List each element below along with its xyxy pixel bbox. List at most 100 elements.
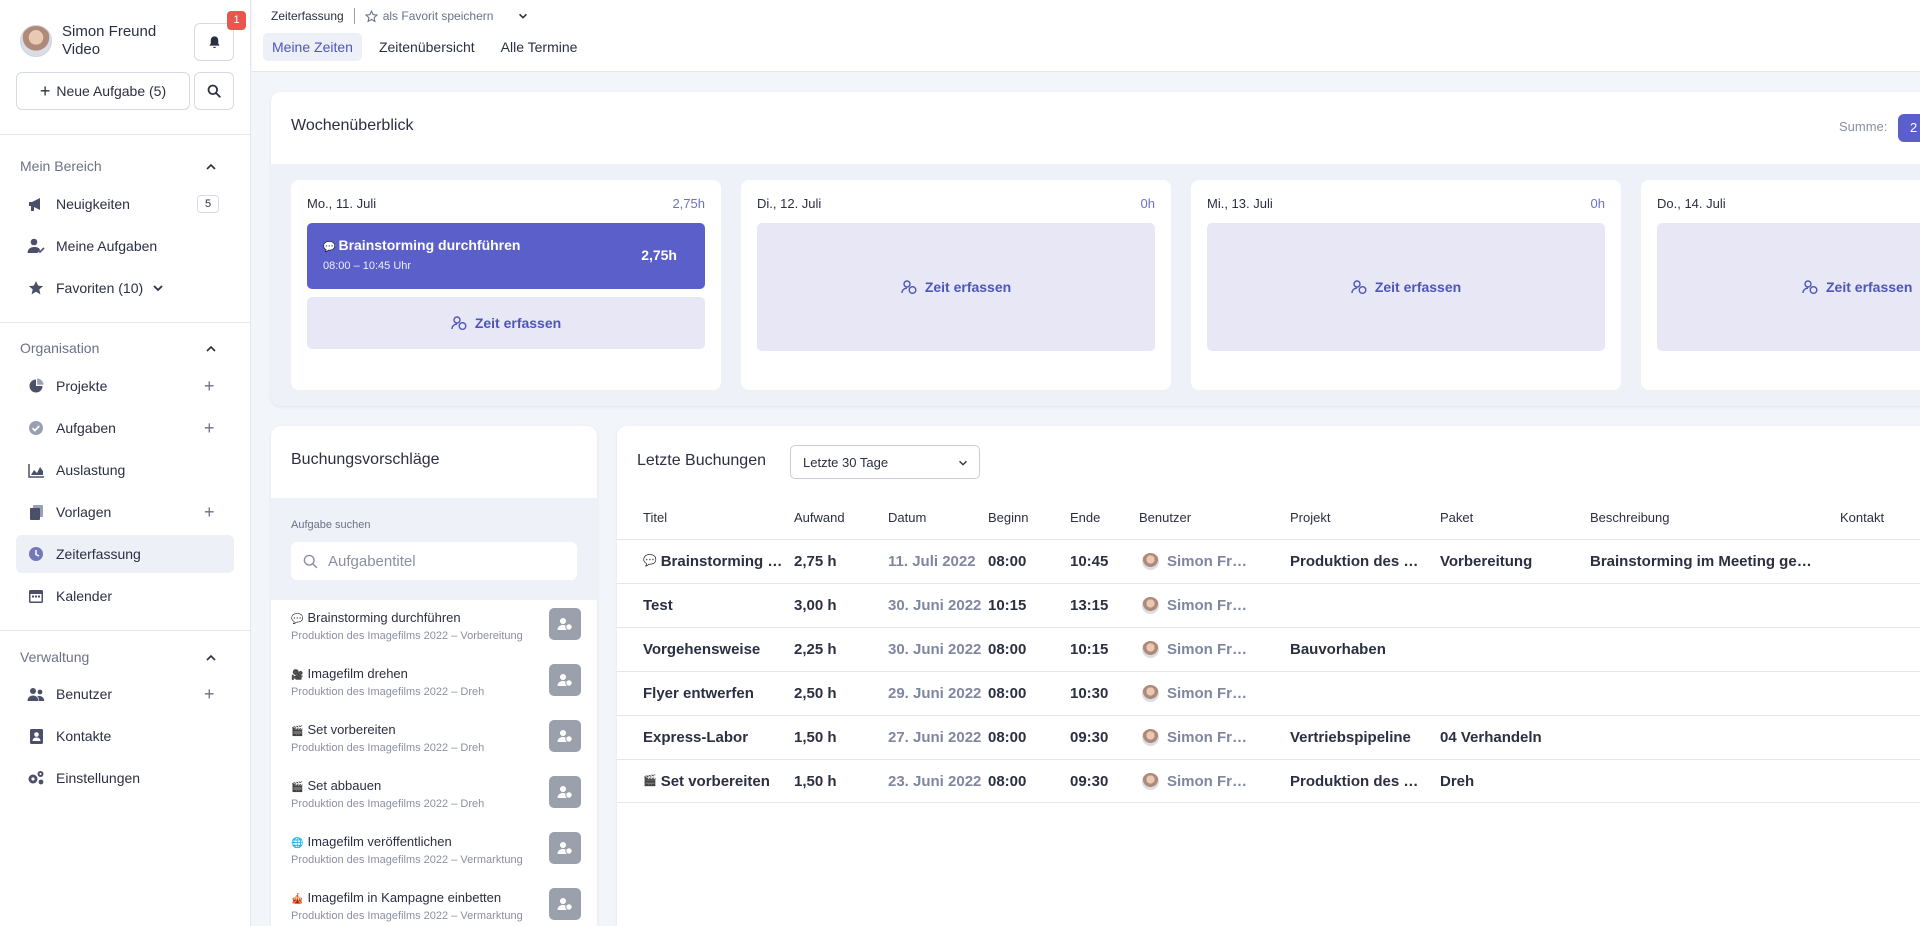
avatar (1142, 641, 1159, 658)
save-favorite-button[interactable]: als Favorit speichern (364, 9, 493, 23)
globe-icon: 🌐 (291, 838, 304, 849)
user-clock-icon (557, 730, 573, 743)
top-bar: Zeiterfassung als Favorit speichern Mein… (252, 0, 1920, 72)
avatar (1142, 553, 1159, 570)
tab-alle-termine[interactable]: Alle Termine (500, 39, 578, 55)
capture-time-button[interactable]: Zeit erfassen (1207, 223, 1605, 351)
sidebar-item-favoriten[interactable]: Favoriten (10) (16, 269, 234, 307)
column-header-benutzer[interactable]: Benutzer (1139, 510, 1192, 525)
search-placeholder: Aufgabentitel (328, 552, 416, 570)
sidebar-item-vorlagen[interactable]: Vorlagen + (16, 493, 234, 531)
section-title-verwaltung: Verwaltung (20, 649, 90, 665)
add-task-icon[interactable]: + (204, 417, 215, 438)
sidebar-item-auslastung[interactable]: Auslastung (16, 451, 234, 489)
avatar (1142, 729, 1159, 746)
avatar (1142, 597, 1159, 614)
column-header-beschreibung[interactable]: Beschreibung (1590, 510, 1670, 525)
column-header-datum[interactable]: Datum (888, 510, 927, 525)
assign-user-button[interactable] (549, 776, 581, 808)
table-row[interactable]: Express-Labor 1,50 h 27. Juni 2022 08:00… (617, 715, 1920, 759)
sidebar-item-projekte[interactable]: Projekte + (16, 367, 234, 405)
time-entry[interactable]: 💬 Brainstorming durchführen 08:00 – 10:45… (307, 223, 705, 289)
chevron-down-icon[interactable] (151, 281, 165, 295)
column-header-titel[interactable]: Titel (643, 510, 668, 525)
user-clock-icon (557, 842, 573, 855)
clapperboard-icon: 🎬 (291, 726, 304, 737)
date-range-select[interactable]: Letzte 30 Tage (790, 445, 980, 479)
assign-user-button[interactable] (549, 720, 581, 752)
column-header-aufwand[interactable]: Aufwand (794, 510, 845, 525)
sidebar-item-label: Neuigkeiten (56, 196, 130, 212)
add-template-icon[interactable]: + (204, 501, 215, 522)
assign-user-button[interactable] (549, 664, 581, 696)
column-header-projekt[interactable]: Projekt (1290, 510, 1331, 525)
tab-zeitenuebersicht[interactable]: Zeitenübersicht (378, 39, 475, 55)
notifications-button[interactable] (194, 23, 234, 61)
sidebar-item-aufgaben[interactable]: Aufgaben + (16, 409, 234, 447)
list-item[interactable]: 💬 Brainstorming durchführen Produktion de… (291, 608, 581, 660)
tab-meine-zeiten[interactable]: Meine Zeiten (263, 33, 362, 61)
assign-user-button[interactable] (549, 608, 581, 640)
table-row[interactable]: Flyer entwerfen 2,50 h 29. Juni 2022 08:… (617, 671, 1920, 715)
avatar (1142, 773, 1159, 790)
tent-icon: 🎪 (291, 894, 304, 905)
day-date: Di., 12. Juli (757, 196, 822, 211)
news-count-badge: 5 (197, 195, 219, 213)
list-item[interactable]: 🎬 Set vorbereiten Produktion des Imagefil… (291, 720, 581, 772)
sidebar-item-label: Zeiterfassung (56, 546, 141, 562)
add-user-icon[interactable]: + (204, 683, 215, 704)
column-header-beginn[interactable]: Beginn (988, 510, 1029, 525)
sidebar-item-label: Vorlagen (56, 504, 112, 520)
sidebar-item-neuigkeiten[interactable]: Neuigkeiten 5 (16, 185, 234, 223)
sidebar-item-kalender[interactable]: Kalender (16, 577, 234, 615)
user-clock-icon (1351, 280, 1367, 294)
new-task-button[interactable]: + Neue Aufgabe (5) (16, 72, 190, 110)
chevron-up-icon[interactable] (204, 160, 218, 174)
sidebar-item-label: Kalender (56, 588, 113, 604)
assign-user-button[interactable] (549, 888, 581, 920)
gears-icon (26, 768, 46, 788)
sum-label: Summe: (1839, 119, 1888, 134)
list-item[interactable]: 🎬 Set abbauen Produktion des Imagefilms 2… (291, 776, 581, 828)
sidebar-item-zeiterfassung[interactable]: Zeiterfassung (16, 535, 234, 573)
capture-time-button[interactable]: Zeit erfassen (757, 223, 1155, 351)
column-header-ende[interactable]: Ende (1070, 510, 1101, 525)
day-date: Mo., 11. Juli (307, 196, 377, 211)
sidebar-item-meine-aufgaben[interactable]: Meine Aufgaben (16, 227, 234, 265)
task-search-input[interactable]: Aufgabentitel (291, 542, 577, 580)
chevron-up-icon[interactable] (204, 651, 218, 665)
day-hours: 0h (1590, 196, 1605, 211)
sidebar-item-label: Meine Aufgaben (56, 238, 158, 254)
user-profile[interactable]: Simon Freund Video (20, 23, 156, 59)
sum-value: 2 (1898, 114, 1920, 142)
check-circle-icon (26, 418, 46, 438)
add-project-icon[interactable]: + (204, 375, 215, 396)
new-task-label: Neue Aufgabe (5) (56, 83, 167, 99)
capture-time-button[interactable]: Zeit erfassen (307, 297, 705, 349)
notification-badge: 1 (227, 11, 246, 30)
star-outline-icon (364, 9, 378, 23)
sidebar-item-kontakte[interactable]: Kontakte (16, 717, 234, 755)
list-item[interactable]: 🎥 Imagefilm drehen Produktion des Imagefi… (291, 664, 581, 716)
day-column: Mo., 11. Juli 2,75h 💬 Brainstorming durch… (291, 180, 721, 390)
table-row[interactable]: 💬Brainstorming durchführen 2,75 h 11. Ju… (617, 539, 1920, 583)
column-header-paket[interactable]: Paket (1440, 510, 1474, 525)
user-clock-icon (557, 618, 573, 631)
sidebar-item-einstellungen[interactable]: Einstellungen (16, 759, 234, 797)
sidebar-item-benutzer[interactable]: Benutzer + (16, 675, 234, 713)
capture-time-button[interactable]: Zeit erfassen (1657, 223, 1920, 351)
table-row[interactable]: Vorgehensweise 2,25 h 30. Juni 2022 08:0… (617, 627, 1920, 671)
column-header-kontakt[interactable]: Kontakt (1840, 510, 1885, 525)
breadcrumb: Zeiterfassung als Favorit speichern (271, 8, 529, 24)
day-column: Mi., 13. Juli 0h Zeit erfassen (1191, 180, 1621, 390)
list-item[interactable]: 🎪 Imagefilm in Kampagne einbetten Produkt… (291, 888, 581, 926)
table-row[interactable]: Test 3,00 h 30. Juni 2022 10:15 13:15 Si… (617, 583, 1920, 627)
table-row[interactable]: 🎬 Set vorbereiten 1,50 h 23. Juni 2022 08… (617, 759, 1920, 803)
search-button[interactable] (194, 72, 234, 110)
user-clock-icon (557, 898, 573, 911)
sidebar-item-label: Benutzer (56, 686, 113, 702)
chevron-up-icon[interactable] (204, 342, 218, 356)
assign-user-button[interactable] (549, 832, 581, 864)
list-item[interactable]: 🌐 Imagefilm veröffentlichen Produktion de… (291, 832, 581, 884)
chevron-down-icon[interactable] (517, 10, 529, 22)
